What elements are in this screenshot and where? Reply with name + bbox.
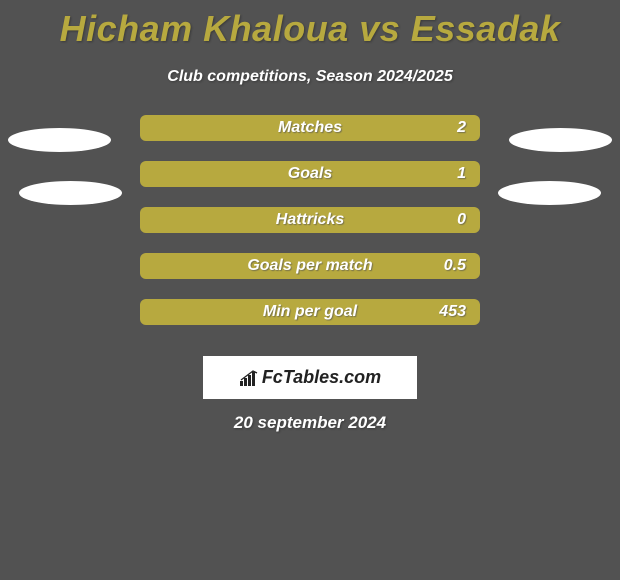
stat-label: Hattricks [276, 211, 344, 229]
stat-bar-matches: Matches 2 [140, 115, 480, 141]
avatar-placeholder-right-2 [498, 181, 601, 205]
stat-bar-hattricks: Hattricks 0 [140, 207, 480, 233]
avatar-placeholder-left-2 [19, 181, 122, 205]
stat-value: 0 [457, 211, 466, 229]
stat-bar-goals-per-match: Goals per match 0.5 [140, 253, 480, 279]
stat-bar-goals: Goals 1 [140, 161, 480, 187]
stat-value: 2 [457, 119, 466, 137]
chart-icon [239, 370, 259, 386]
stats-list: Matches 2 Goals 1 Hattricks 0 Goals per … [140, 115, 480, 345]
stat-value: 0.5 [444, 257, 466, 275]
page-title: Hicham Khaloua vs Essadak [0, 0, 620, 50]
avatar-placeholder-right-1 [509, 128, 612, 152]
page-subtitle: Club competitions, Season 2024/2025 [0, 68, 620, 86]
stat-label: Goals [288, 165, 332, 183]
logo-label: FcTables.com [262, 367, 381, 388]
stat-value: 453 [439, 303, 466, 321]
stat-bar-min-per-goal: Min per goal 453 [140, 299, 480, 325]
stat-label: Min per goal [263, 303, 357, 321]
avatar-placeholder-left-1 [8, 128, 111, 152]
date-text: 20 september 2024 [0, 413, 620, 433]
logo-box: FcTables.com [203, 356, 417, 399]
logo-text: FcTables.com [239, 367, 381, 388]
stat-label: Matches [278, 119, 342, 137]
stat-value: 1 [457, 165, 466, 183]
stat-label: Goals per match [247, 257, 372, 275]
